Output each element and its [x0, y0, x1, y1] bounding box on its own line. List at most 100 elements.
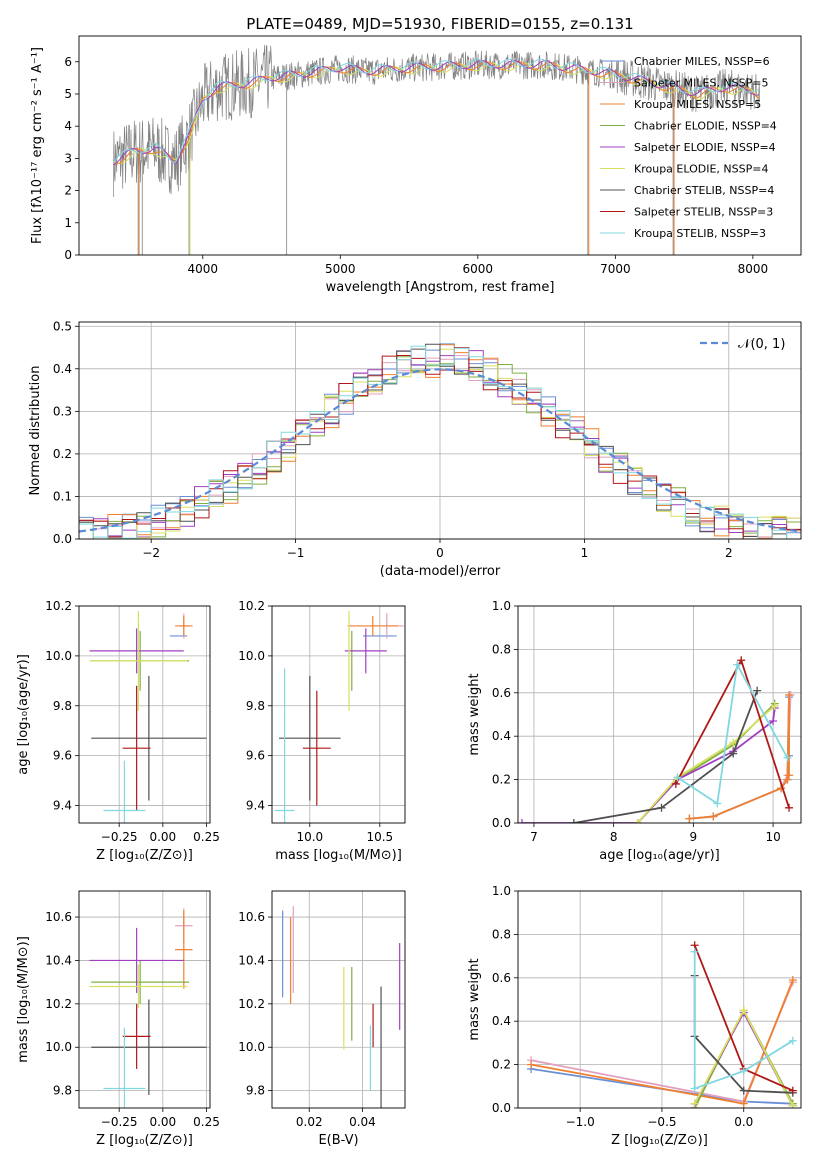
y-tick-label: 0.2: [492, 773, 511, 787]
x-tick-label: 6000: [463, 262, 494, 276]
series-point-kroupa_miles: [527, 1060, 536, 1069]
series-point-chabrier_stelib: [739, 1086, 748, 1095]
y-tick-label: 0.4: [492, 729, 511, 743]
series-point-kroupa_elodie: [690, 1099, 699, 1108]
age-vs-metallicity-panel: −0.25 0.00 0.25 9.4 9.6 9.8 10.0 10.2 Z [log₁₀(Z…: [16, 599, 220, 863]
series-point-chabrier_stelib: [657, 803, 666, 812]
series-point-salpeter_stelib: [785, 803, 794, 812]
legend-label: Chabrier STELIB, NSSP=4: [634, 184, 774, 197]
spectrum-panel: 4000 5000 6000 7000 8000 0 1 2 3 4 5 6 wavelength [A…: [30, 35, 802, 295]
series-point-salpeter_stelib: [788, 1086, 797, 1095]
y-tick-label: 10.2: [45, 997, 72, 1011]
x-tick-label: 8: [610, 830, 618, 844]
series-line-kroupa_stelib: [693, 951, 794, 1090]
x-axis-label: age [log₁₀(age/yr)]: [599, 848, 720, 863]
y-tick-label: 0.8: [492, 642, 511, 656]
normal-curve: [79, 368, 801, 533]
series-point-kroupa_stelib: [690, 947, 699, 956]
x-tick-label: 5000: [325, 262, 356, 276]
x-axis-label: Z [log₁₀(Z/Z⊙)]: [96, 848, 193, 863]
x-tick-label: −2: [142, 546, 160, 560]
axes-frame: [271, 605, 406, 824]
legend-label: Kroupa ELODIE, NSSP=4: [634, 163, 768, 176]
mass-weight-vs-metallicity-panel: −1.0 −0.5 0.0 0.0 0.2 0.4 0.6 0.8 1.0 Z [log₁₀(Z/…: [467, 884, 802, 1148]
series-point-salpeter_elodie: [518, 819, 526, 823]
y-tick-label: 0.1: [53, 489, 72, 503]
x-tick-label: 10: [765, 830, 780, 844]
series-point-kroupa_stelib: [713, 799, 722, 808]
y-tick-label: 10.6: [45, 910, 72, 924]
series-point-salpeter_elodie: [769, 717, 778, 726]
series-point-kroupa_elodie: [770, 701, 779, 710]
y-tick-label: 9.6: [246, 749, 265, 763]
y-axis-label: mass weight: [467, 673, 482, 755]
y-tick-label: 10.4: [238, 953, 265, 967]
plot-area: [518, 656, 795, 823]
y-tick-label: 9.4: [53, 799, 72, 813]
y-tick-label: 1.0: [492, 884, 511, 898]
x-axis-label: Z [log₁₀(Z/Z⊙)]: [611, 1133, 708, 1148]
series-point-kroupa_elodie: [729, 738, 738, 747]
age-vs-mass-panel: 10.0 10.5 9.4 9.6 9.8 10.0 10.2 mass [log₁₀(M/M…: [238, 599, 406, 863]
y-tick-label: 10.2: [45, 599, 72, 613]
x-tick-label: 9: [690, 830, 698, 844]
y-axis-label: mass [log₁₀(M/M⊙)]: [16, 936, 31, 1063]
y-tick-label: 9.4: [246, 799, 265, 813]
y-tick-label: 0.2: [53, 447, 72, 461]
mass-vs-metallicity-panel: −0.25 0.00 0.25 9.8 10.0 10.2 10.4 10.6 Z [log₁₀…: [16, 890, 220, 1148]
series-point-chabrier_stelib: [569, 819, 578, 823]
legend-label: Kroupa MILES, NSSP=5: [634, 98, 761, 111]
y-tick-label: 0: [64, 248, 72, 262]
x-axis-label: (data-model)/error: [380, 564, 501, 579]
series-point-kroupa_stelib: [788, 1036, 797, 1045]
series-point-kroupa_miles: [785, 771, 794, 780]
y-tick-label: 0.2: [492, 1058, 511, 1072]
y-tick-label: 1: [64, 216, 72, 230]
y-tick-label: 10.0: [45, 1040, 72, 1054]
y-tick-label: 10.0: [45, 649, 72, 663]
y-axis-label: age [log₁₀(age/yr)]: [16, 654, 31, 775]
x-tick-label: 8000: [738, 262, 769, 276]
series-point-kroupa_stelib: [690, 1084, 699, 1093]
y-tick-label: 0.4: [53, 362, 72, 376]
x-tick-label: 4000: [187, 262, 218, 276]
y-tick-label: 9.8: [246, 1084, 265, 1098]
y-tick-label: 0.3: [53, 404, 72, 418]
plot-area: [282, 906, 401, 1108]
legend-label: Salpeter MILES, NSSP=5: [634, 77, 768, 90]
series-line-salpeter_elodie: [522, 707, 776, 823]
series-point-kroupa_miles: [739, 1099, 748, 1108]
series-point-salpeter_stelib: [737, 656, 746, 665]
axes-frame: [78, 321, 802, 540]
y-tick-label: 4: [64, 119, 72, 133]
x-tick-label: 0.04: [349, 1115, 376, 1129]
y-axis-label: Normed distribution: [28, 366, 43, 496]
x-axis-label: wavelength [Angstrom, rest frame]: [326, 280, 555, 295]
y-axis-label: mass weight: [467, 958, 482, 1040]
axes-frame: [517, 890, 802, 1109]
series-point-kroupa_stelib: [733, 660, 742, 669]
x-tick-label: 0.0: [734, 1115, 753, 1129]
series-line-kroupa_stelib: [676, 661, 789, 806]
series-point-kroupa_miles: [685, 814, 694, 823]
plot-area: [274, 610, 404, 823]
y-tick-label: 10.2: [238, 997, 265, 1011]
y-tick-label: 10.6: [238, 910, 265, 924]
x-tick-label: 2: [725, 546, 733, 560]
axes-frame: [78, 605, 211, 824]
y-axis-label: Flux [fλ10⁻¹⁷ erg cm⁻² s⁻¹ A⁻¹]: [30, 47, 45, 244]
plot-area: [113, 44, 761, 255]
series-point-chabrier_stelib: [729, 749, 738, 758]
y-tick-label: 3: [64, 151, 72, 165]
mass-weight-vs-age-panel: 7 8 9 10 0.0 0.2 0.4 0.6 0.8 1.0 age [log₁₀(age/yr…: [467, 599, 802, 863]
y-tick-label: 9.8: [246, 699, 265, 713]
series-point-kroupa_elodie: [633, 819, 642, 823]
series-point-kroupa_elodie: [739, 1006, 748, 1015]
series-point-kroupa_miles: [788, 975, 797, 984]
y-tick-label: 0.0: [492, 816, 511, 830]
y-tick-label: 10.2: [238, 599, 265, 613]
y-tick-label: 9.6: [53, 749, 72, 763]
y-tick-label: 0.5: [53, 319, 72, 333]
figure-title: PLATE=0489, MJD=51930, FIBERID=0155, z=0…: [246, 15, 633, 33]
